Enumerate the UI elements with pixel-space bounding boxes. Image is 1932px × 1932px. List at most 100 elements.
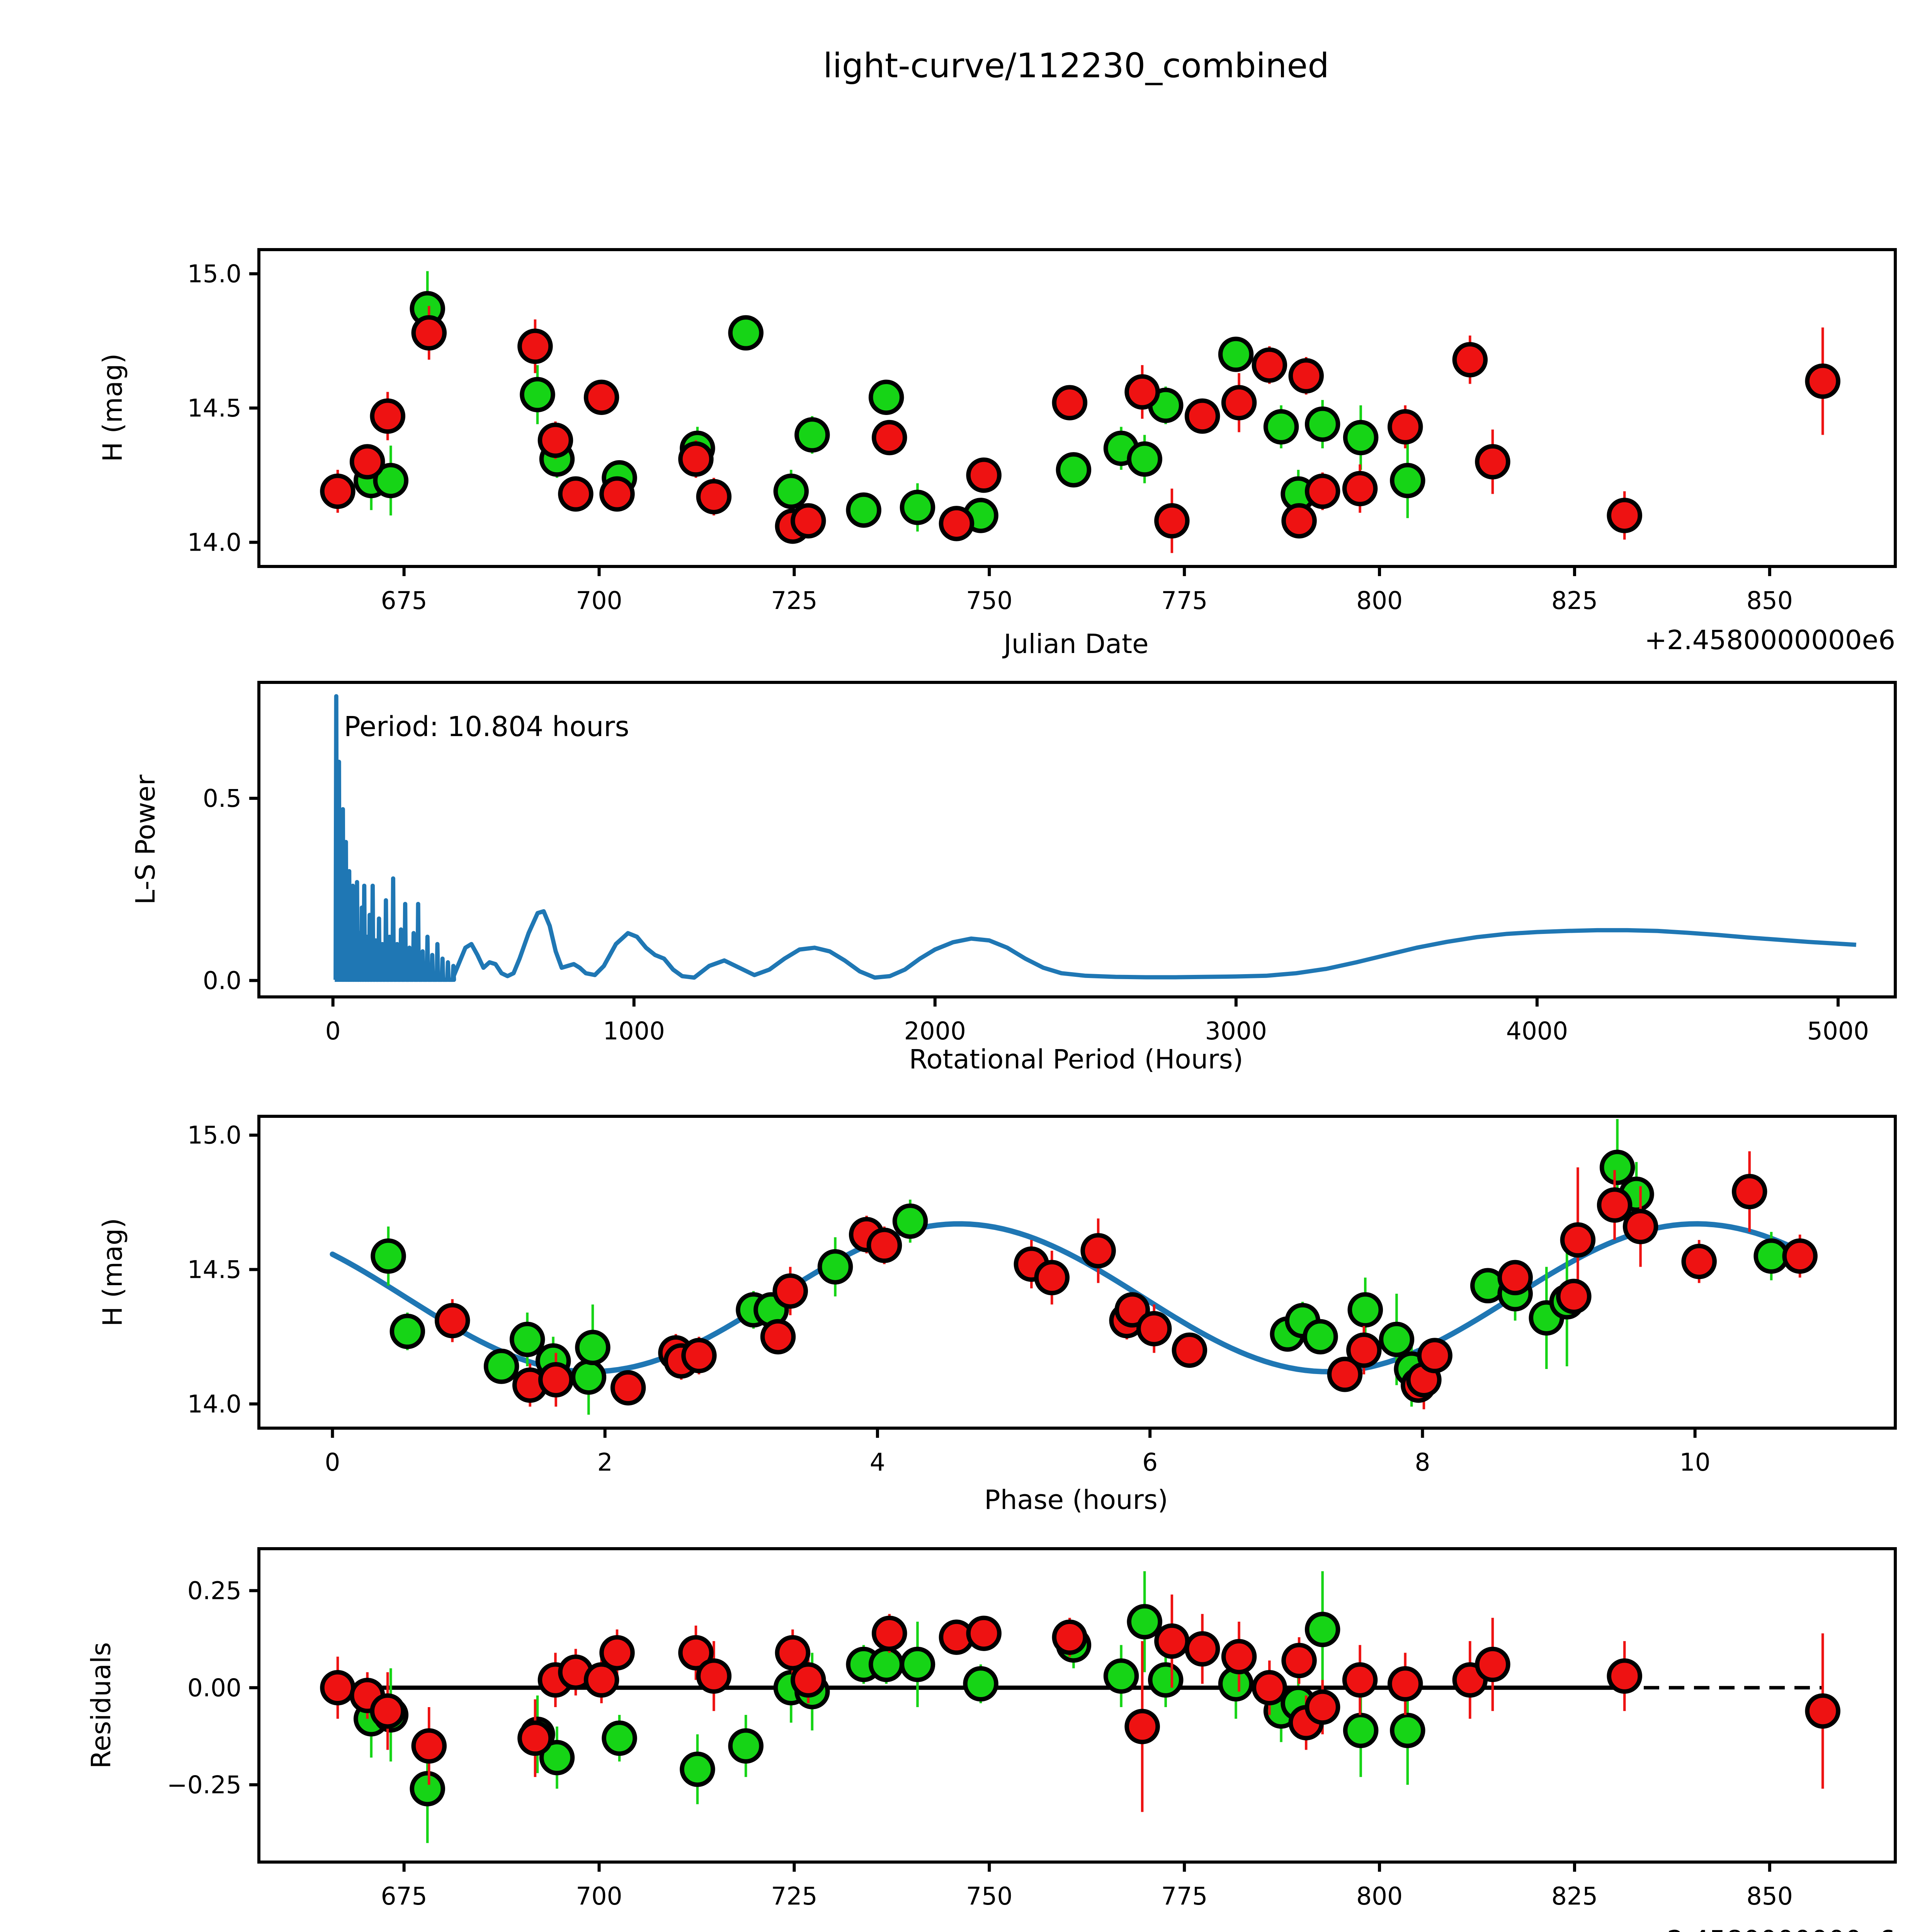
- red-data-point: [760, 1319, 796, 1355]
- green-data-point: [1263, 409, 1299, 445]
- x-tick-label: 700: [576, 587, 622, 615]
- red-data-point: [1731, 1174, 1767, 1209]
- red-data-point: [370, 398, 405, 434]
- y-tick-label: 14.0: [187, 1390, 242, 1418]
- y-tick-label: 0.0: [203, 967, 242, 995]
- red-data-point: [583, 1662, 619, 1698]
- green-data-point: [575, 1330, 611, 1366]
- residuals-y-axis-label: Residuals: [86, 1642, 117, 1769]
- y-tick-label: −0.25: [167, 1771, 242, 1799]
- red-data-point: [1304, 1689, 1340, 1725]
- red-data-point: [411, 1728, 447, 1764]
- red-data-point: [1387, 409, 1423, 445]
- lightcurve-x-axis-label: Julian Date: [1002, 629, 1148, 660]
- green-data-point: [868, 379, 904, 415]
- red-data-point: [517, 1720, 553, 1756]
- panel-lightcurve: 675 700 725 750 775 800 825 850 14.0 14.5 15.0: [187, 248, 1897, 615]
- y-tick-label: 14.0: [187, 528, 242, 556]
- red-data-point: [1607, 1658, 1642, 1694]
- red-data-point: [1281, 503, 1317, 539]
- x-tick-label: 4: [870, 1448, 885, 1476]
- red-data-point: [1681, 1243, 1717, 1279]
- red-data-point: [558, 476, 594, 512]
- x-tick-label: 2000: [904, 1017, 966, 1045]
- axes-frame: [257, 1547, 1897, 1864]
- green-data-point: [728, 315, 764, 351]
- x-tick-label: 6: [1142, 1448, 1158, 1476]
- x-tick-label: 10: [1680, 1448, 1711, 1476]
- red-data-point: [775, 1635, 811, 1671]
- green-data-point: [868, 1646, 904, 1682]
- green-data-point: [1218, 337, 1254, 372]
- periodogram-x-axis-label: Rotational Period (Hours): [909, 1044, 1243, 1075]
- green-data-point: [509, 1321, 545, 1357]
- red-data-point: [939, 506, 975, 541]
- red-data-point: [370, 1693, 405, 1729]
- red-data-point: [1124, 374, 1160, 410]
- green-data-point: [728, 1728, 764, 1764]
- x-tick-label: 700: [576, 1882, 622, 1910]
- red-data-point: [1052, 385, 1088, 420]
- phase-x-axis-label: Phase (hours): [984, 1485, 1168, 1515]
- periodogram-line: [333, 694, 1857, 982]
- red-data-point: [1136, 1311, 1172, 1347]
- red-data-point: [1387, 1666, 1423, 1702]
- y-tick-label: 15.0: [187, 1121, 242, 1150]
- x-tick-label: 725: [771, 587, 817, 615]
- x-tick-label: 725: [771, 1882, 817, 1910]
- green-data-point: [410, 1771, 445, 1806]
- x-tick-label: 5000: [1807, 1017, 1869, 1045]
- green-data-point: [1599, 1150, 1635, 1185]
- figure-title: light-curve/112230_combined: [823, 46, 1329, 85]
- red-data-point: [1154, 1623, 1190, 1659]
- red-data-point: [320, 473, 355, 509]
- red-data-point: [517, 328, 553, 364]
- panel-periodogram: 0 1000 2000 3000 4000 5000 0.0 0.5: [203, 681, 1897, 1045]
- red-data-point: [537, 422, 573, 458]
- red-data-point: [1342, 1662, 1378, 1698]
- green-data-point: [1304, 406, 1340, 442]
- x-tick-label: 0: [325, 1448, 340, 1476]
- green-data-point: [602, 1720, 637, 1756]
- green-data-point: [371, 1238, 406, 1274]
- green-data-point: [900, 490, 935, 525]
- red-data-point: [1346, 1332, 1382, 1368]
- red-data-point: [538, 1362, 574, 1398]
- periodogram-y-axis-label: L-S Power: [130, 774, 161, 905]
- red-data-point: [1252, 347, 1287, 383]
- x-tick-label: 1000: [603, 1017, 665, 1045]
- red-data-point: [1052, 1619, 1088, 1655]
- red-data-point: [599, 1635, 635, 1671]
- green-data-point: [389, 1313, 425, 1349]
- y-tick-label: 14.5: [187, 394, 242, 422]
- red-data-point: [1184, 1631, 1220, 1667]
- green-data-point: [1347, 1292, 1383, 1328]
- green-data-point: [892, 1203, 928, 1239]
- lightcurve-x-offset-label: +2.4580000000e6: [1645, 625, 1895, 656]
- green-data-point: [680, 1752, 715, 1787]
- red-data-point: [1221, 385, 1257, 420]
- x-tick-label: 675: [381, 1882, 427, 1910]
- residuals-x-offset-label: +2.4580000000e6: [1645, 1925, 1895, 1932]
- x-tick-label: 850: [1747, 587, 1793, 615]
- y-tick-label: 15.0: [187, 260, 242, 288]
- x-tick-label: 4000: [1506, 1017, 1568, 1045]
- red-data-point: [1342, 471, 1378, 507]
- green-data-point: [1103, 1658, 1139, 1694]
- green-data-point: [794, 417, 830, 453]
- red-data-point: [1288, 358, 1324, 394]
- green-data-point: [1056, 452, 1092, 488]
- red-data-point: [583, 379, 619, 415]
- green-data-point: [1303, 1319, 1338, 1355]
- x-tick-label: 8: [1415, 1448, 1430, 1476]
- x-tick-label: 800: [1356, 1882, 1403, 1910]
- axes-frame: [257, 1114, 1897, 1430]
- red-data-point: [1172, 1332, 1208, 1368]
- red-data-point: [872, 420, 907, 456]
- red-data-point: [1560, 1222, 1596, 1258]
- red-data-point: [678, 1635, 714, 1671]
- y-tick-label: 0.25: [187, 1577, 242, 1605]
- red-data-point: [1252, 1670, 1287, 1706]
- green-data-point: [1390, 463, 1425, 498]
